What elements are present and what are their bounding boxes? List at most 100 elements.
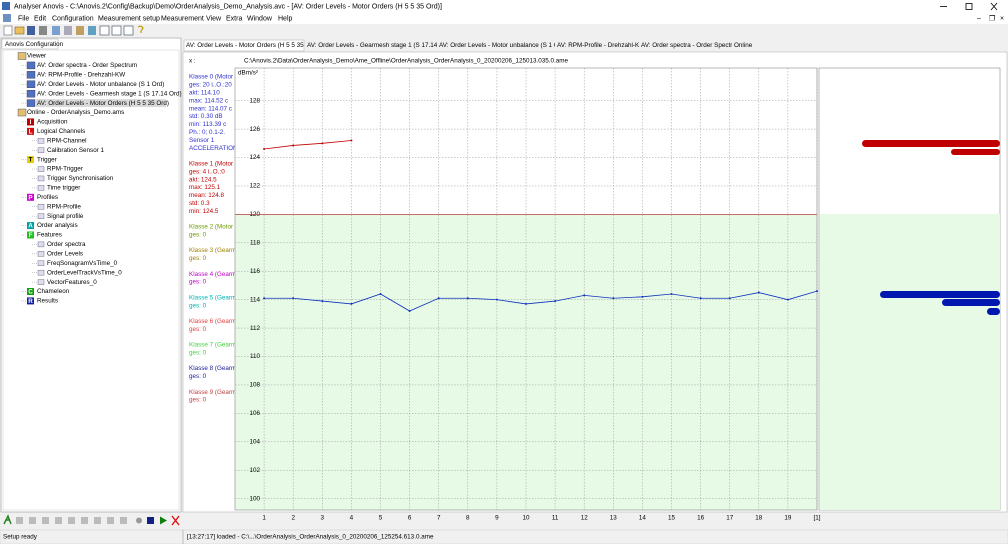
- x-tick-label: 4: [350, 515, 354, 522]
- x-tick-label: 7: [437, 515, 441, 522]
- tree-item[interactable]: VectorFeatures_0: [47, 279, 97, 286]
- tool-help[interactable]: [137, 25, 144, 33]
- data-point: [321, 142, 324, 145]
- tab-label[interactable]: AV: Order spectra - Order Spectrum: [641, 42, 741, 49]
- tree-item[interactable]: Trigger Synchronisation: [47, 175, 114, 182]
- tab-label[interactable]: AV: Order Levels - Motor Orders (H 5 5 3…: [186, 42, 318, 49]
- menu-item[interactable]: Configuration: [52, 15, 94, 22]
- tool-window[interactable]: [88, 26, 96, 35]
- data-point: [292, 297, 295, 300]
- tool-record[interactable]: [136, 517, 142, 524]
- tree-icon-letter: R: [28, 298, 33, 305]
- legend-line: mean: 124.8: [189, 192, 225, 199]
- legend-line: ges: 0: [189, 373, 207, 380]
- menu-item[interactable]: Edit: [34, 15, 46, 22]
- tree-item[interactable]: RPM-Profile: [47, 203, 81, 210]
- tree-icon: [37, 204, 45, 210]
- tree-item[interactable]: Online - OrderAnalysis_Demo.ams: [27, 109, 124, 116]
- legend-line: mean: 114.07 c: [189, 105, 232, 112]
- menu-item[interactable]: File: [18, 15, 29, 22]
- tool-print[interactable]: [39, 26, 47, 35]
- data-point: [263, 297, 266, 300]
- tool-new[interactable]: [3, 25, 13, 36]
- menu-item[interactable]: Measurement: [161, 15, 204, 22]
- tool-save[interactable]: [27, 26, 35, 35]
- series-line: [264, 290, 818, 312]
- tree-item[interactable]: Profiles: [37, 194, 58, 201]
- menu-item[interactable]: Extra: [226, 15, 242, 22]
- tab-active[interactable]: [183, 39, 305, 52]
- data-point: [437, 297, 440, 300]
- tool-arrange[interactable]: [123, 25, 134, 36]
- left-tab-label[interactable]: Anovis Configuration: [5, 41, 64, 48]
- close-button[interactable]: [990, 2, 998, 11]
- tool-open[interactable]: [14, 26, 25, 35]
- mdi-close[interactable]: ×: [1000, 15, 1004, 22]
- tab-label[interactable]: AV: Order Levels - Motor unbalance (S 1 …: [439, 42, 566, 49]
- tab-label[interactable]: AV: RPM-Profile - Drehzahl-KW: [557, 42, 645, 49]
- tree-icon-letter: F: [29, 232, 33, 239]
- menu-item[interactable]: Help: [278, 15, 293, 22]
- tree-item[interactable]: Logical Channels: [37, 128, 85, 135]
- tree-item[interactable]: AV: Order Levels - Gearmesh stage 1 (S 1…: [37, 90, 182, 97]
- mdi-minimize[interactable]: –: [977, 15, 981, 22]
- data-point: [786, 298, 789, 301]
- tree-icon: [27, 193, 34, 201]
- tree-item[interactable]: Chameleon: [37, 288, 70, 295]
- tree-item[interactable]: OrderLevelTrackVsTime_0: [47, 269, 122, 276]
- menu-item[interactable]: Window: [247, 15, 273, 22]
- legend-line: ACCELERATION: [189, 145, 238, 152]
- tree-icon: [26, 61, 36, 70]
- tool-cancel[interactable]: [171, 515, 180, 526]
- tree-item[interactable]: AV: Order Levels - Motor Orders (H 5 5 3…: [37, 100, 169, 107]
- tree-item[interactable]: AV: Order spectra - Order Spectrum: [37, 62, 137, 69]
- tab-label[interactable]: Online: [734, 42, 753, 49]
- tree-item[interactable]: Trigger: [37, 156, 57, 163]
- tree-item[interactable]: AV: RPM-Profile - Drehzahl-KW: [37, 72, 125, 79]
- tree-selection: [36, 99, 166, 108]
- tool-stop[interactable]: [147, 517, 154, 524]
- tab[interactable]: [437, 40, 554, 51]
- tool-run[interactable]: [3, 514, 12, 525]
- tree-item[interactable]: Features: [37, 232, 62, 239]
- side-bar: [987, 308, 1000, 315]
- x-tick-label: [1]: [813, 515, 820, 522]
- tab[interactable]: [305, 40, 436, 51]
- tool-play[interactable]: [160, 516, 167, 525]
- x-tick-label: 3: [321, 515, 325, 522]
- status-bar: [0, 529, 1008, 544]
- tool-copy[interactable]: [64, 26, 72, 35]
- tool-cascade[interactable]: [111, 25, 122, 36]
- tree-item[interactable]: Time trigger: [47, 185, 80, 192]
- x-tick-label: 18: [755, 515, 763, 522]
- tool-tile[interactable]: [99, 25, 110, 36]
- tree-item[interactable]: Acquisition: [37, 119, 68, 126]
- tab-label[interactable]: AV: Order Levels - Gearmesh stage 1 (S 1…: [307, 42, 452, 49]
- maximize-button[interactable]: [965, 3, 973, 10]
- x-tick-label: 6: [408, 515, 412, 522]
- tree-item[interactable]: RPM-Channel: [47, 137, 87, 144]
- tree-item[interactable]: Signal profile: [47, 213, 84, 220]
- menu-item[interactable]: Measurement setup: [98, 15, 160, 22]
- x-tick-label: 13: [610, 515, 618, 522]
- tree-item[interactable]: RPM-Trigger: [47, 166, 83, 173]
- tree-item[interactable]: Viewer: [27, 53, 46, 60]
- tree-item[interactable]: Order Levels: [47, 250, 83, 257]
- tree-item[interactable]: Calibration Sensor 1: [47, 147, 105, 154]
- tree-item[interactable]: Results: [37, 298, 58, 305]
- legend-line: ges: 0: [189, 326, 207, 333]
- tab[interactable]: [639, 40, 731, 51]
- mdi-restore[interactable]: ❐: [989, 14, 995, 22]
- tree-item[interactable]: Order analysis: [37, 222, 78, 229]
- side-panel-ok-zone: [820, 214, 1000, 510]
- tool-paste[interactable]: [76, 26, 84, 35]
- tree-item[interactable]: AV: Order Levels - Motor unbalance (S 1 …: [37, 81, 164, 88]
- tool-cut[interactable]: [52, 26, 60, 35]
- tree-item[interactable]: Order spectra: [47, 241, 86, 248]
- tab[interactable]: [555, 40, 638, 51]
- plot-frame: [234, 67, 818, 511]
- left-tab[interactable]: [1, 38, 59, 50]
- tab[interactable]: [732, 40, 752, 51]
- menu-item[interactable]: View: [206, 15, 222, 22]
- tree-item[interactable]: FreqSonagramVsTime_0: [47, 260, 118, 267]
